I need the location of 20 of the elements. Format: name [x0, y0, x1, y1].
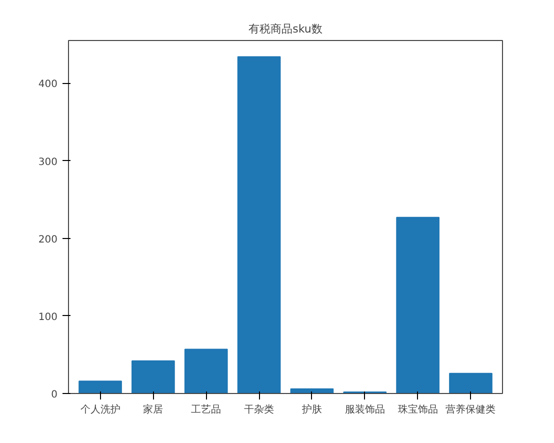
y-tick-label: 0 [51, 390, 58, 400]
bar [184, 348, 228, 394]
bar [78, 380, 122, 394]
y-tick-label: 400 [38, 79, 58, 90]
y-tick-label: 200 [38, 234, 58, 246]
x-tick-label: 珠宝饰品 [398, 404, 438, 416]
x-tick-label: 服装饰品 [344, 404, 385, 416]
bar [449, 372, 492, 394]
chart-title: 有税商品sku数 [248, 22, 322, 36]
bar [396, 216, 440, 394]
bar [237, 56, 281, 394]
y-tick-label: 300 [38, 156, 58, 168]
x-tick-label: 干杂类 [244, 404, 274, 416]
x-tick-label: 工艺品 [191, 404, 222, 416]
x-tick-label: 个人洗护 [80, 404, 120, 416]
x-tick-label: 护肤 [300, 404, 322, 416]
bar [132, 360, 175, 394]
y-tick-label: 100 [38, 312, 58, 323]
x-tick-label: 家居 [143, 404, 164, 416]
x-tick-label: 营养保健类 [446, 404, 496, 416]
